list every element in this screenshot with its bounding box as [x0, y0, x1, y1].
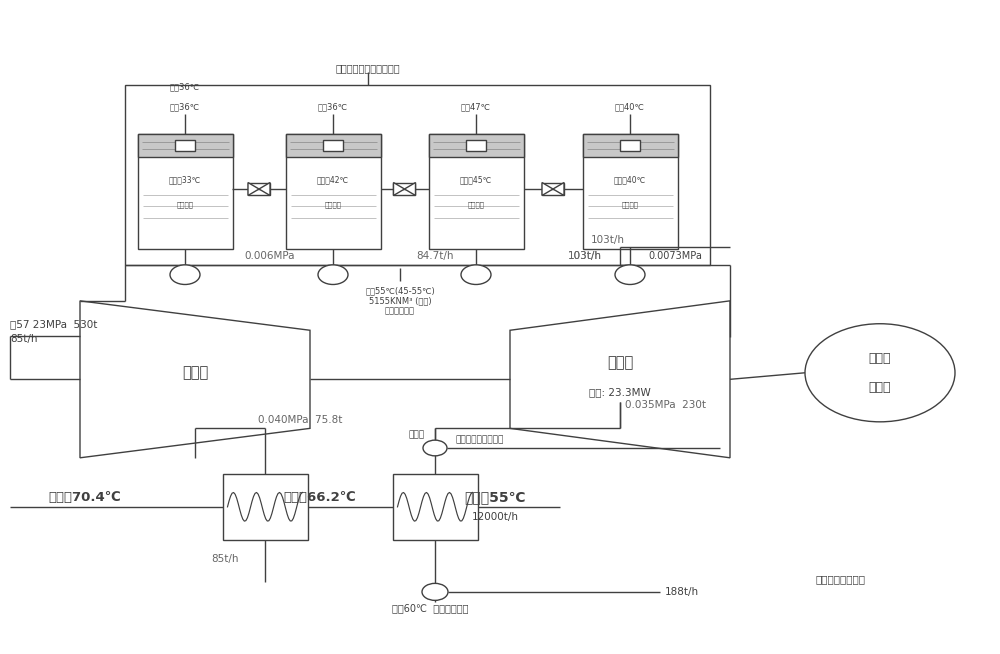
Text: 低压燃烧烟气热气消耗器: 低压燃烧烟气热气消耗器: [336, 63, 400, 74]
Bar: [138, 134, 232, 249]
Text: 低盐分水回收利用: 低盐分水回收利用: [815, 574, 865, 584]
Text: 103t/h: 103t/h: [568, 251, 602, 262]
Circle shape: [615, 265, 645, 284]
Text: 尾沕36℃: 尾沕36℃: [170, 102, 200, 111]
Text: 85t/h: 85t/h: [10, 334, 38, 344]
Bar: [428, 134, 524, 249]
Text: 0.0073MPa: 0.0073MPa: [648, 250, 702, 261]
Text: 0.006MPa: 0.006MPa: [245, 251, 295, 262]
Text: 烟沕55℃(45-55℃)
5155KNM³ (标准)
低压燃烧烟气: 烟沕55℃(45-55℃) 5155KNM³ (标准) 低压燃烧烟气: [365, 286, 435, 316]
Text: 发电机: 发电机: [869, 352, 891, 365]
Polygon shape: [393, 182, 404, 196]
Polygon shape: [248, 182, 259, 196]
Text: 烟沕47℃: 烟沕47℃: [461, 102, 491, 111]
Bar: [175, 140, 195, 151]
Text: 热网圔55℃: 热网圔55℃: [464, 490, 526, 504]
Polygon shape: [259, 182, 270, 196]
Bar: [466, 140, 486, 151]
Bar: [248, 182, 270, 196]
Text: 蒸57 23MPa  530t: 蒸57 23MPa 530t: [10, 319, 97, 330]
Circle shape: [170, 265, 200, 284]
Bar: [542, 182, 564, 196]
Text: 不凝结气体排入大气: 不凝结气体排入大气: [455, 436, 503, 445]
Polygon shape: [404, 182, 416, 196]
Text: 电动机: 电动机: [869, 381, 891, 394]
Circle shape: [461, 265, 491, 284]
Text: 二级熱泵: 二级熱泵: [622, 201, 639, 209]
Text: 冷媒圔33℃: 冷媒圔33℃: [169, 175, 201, 184]
Text: 冷媒圔45℃: 冷媒圔45℃: [460, 175, 492, 184]
Text: 疏汴60℃  加热器疏水泵: 疏汴60℃ 加热器疏水泵: [392, 603, 468, 613]
Text: 热网圔66.2℃: 热网圔66.2℃: [284, 490, 356, 504]
Text: 烟沕36℃: 烟沕36℃: [170, 82, 200, 92]
Circle shape: [422, 583, 448, 600]
Text: 冷媒圔40℃: 冷媒圔40℃: [614, 175, 646, 184]
Bar: [286, 134, 381, 249]
Text: 103t/h: 103t/h: [568, 251, 602, 262]
Bar: [125, 85, 710, 265]
Text: 烟沕36℃: 烟沕36℃: [318, 102, 348, 111]
Bar: [138, 134, 232, 157]
Text: 二级熱泵: 二级熱泵: [468, 201, 484, 209]
Bar: [428, 134, 524, 157]
Text: 一级熱泵: 一级熱泵: [176, 201, 194, 209]
Circle shape: [805, 324, 955, 422]
Polygon shape: [510, 301, 730, 458]
Polygon shape: [80, 301, 310, 458]
Circle shape: [423, 440, 447, 456]
Text: 汽轮机: 汽轮机: [182, 366, 208, 380]
Text: 103t/h: 103t/h: [591, 235, 625, 245]
Bar: [286, 134, 381, 157]
Text: 0.035MPa  230t: 0.035MPa 230t: [625, 400, 706, 411]
Text: 一级熱泵: 一级熱泵: [324, 201, 342, 209]
Bar: [392, 474, 478, 540]
Bar: [620, 140, 640, 151]
Bar: [582, 134, 678, 249]
Bar: [582, 134, 678, 157]
Polygon shape: [542, 182, 553, 196]
Polygon shape: [553, 182, 564, 196]
Text: 0.040MPa  75.8t: 0.040MPa 75.8t: [258, 415, 342, 425]
Text: 功率: 23.3MW: 功率: 23.3MW: [589, 387, 651, 398]
Bar: [222, 474, 308, 540]
Text: 冷媒圔42℃: 冷媒圔42℃: [317, 175, 349, 184]
Bar: [393, 182, 415, 196]
Circle shape: [318, 265, 348, 284]
Text: 84.7t/h: 84.7t/h: [416, 251, 454, 262]
Text: 真空泵: 真空泵: [409, 430, 425, 439]
Text: 85t/h: 85t/h: [211, 554, 239, 564]
Text: 188t/h: 188t/h: [665, 587, 699, 597]
Text: 压缩机: 压缩机: [607, 356, 633, 370]
Text: 尾沕40℃: 尾沕40℃: [615, 102, 645, 111]
Text: 热网圔70.4℃: 热网圔70.4℃: [49, 490, 121, 504]
Text: 12000t/h: 12000t/h: [472, 511, 518, 522]
Bar: [323, 140, 343, 151]
